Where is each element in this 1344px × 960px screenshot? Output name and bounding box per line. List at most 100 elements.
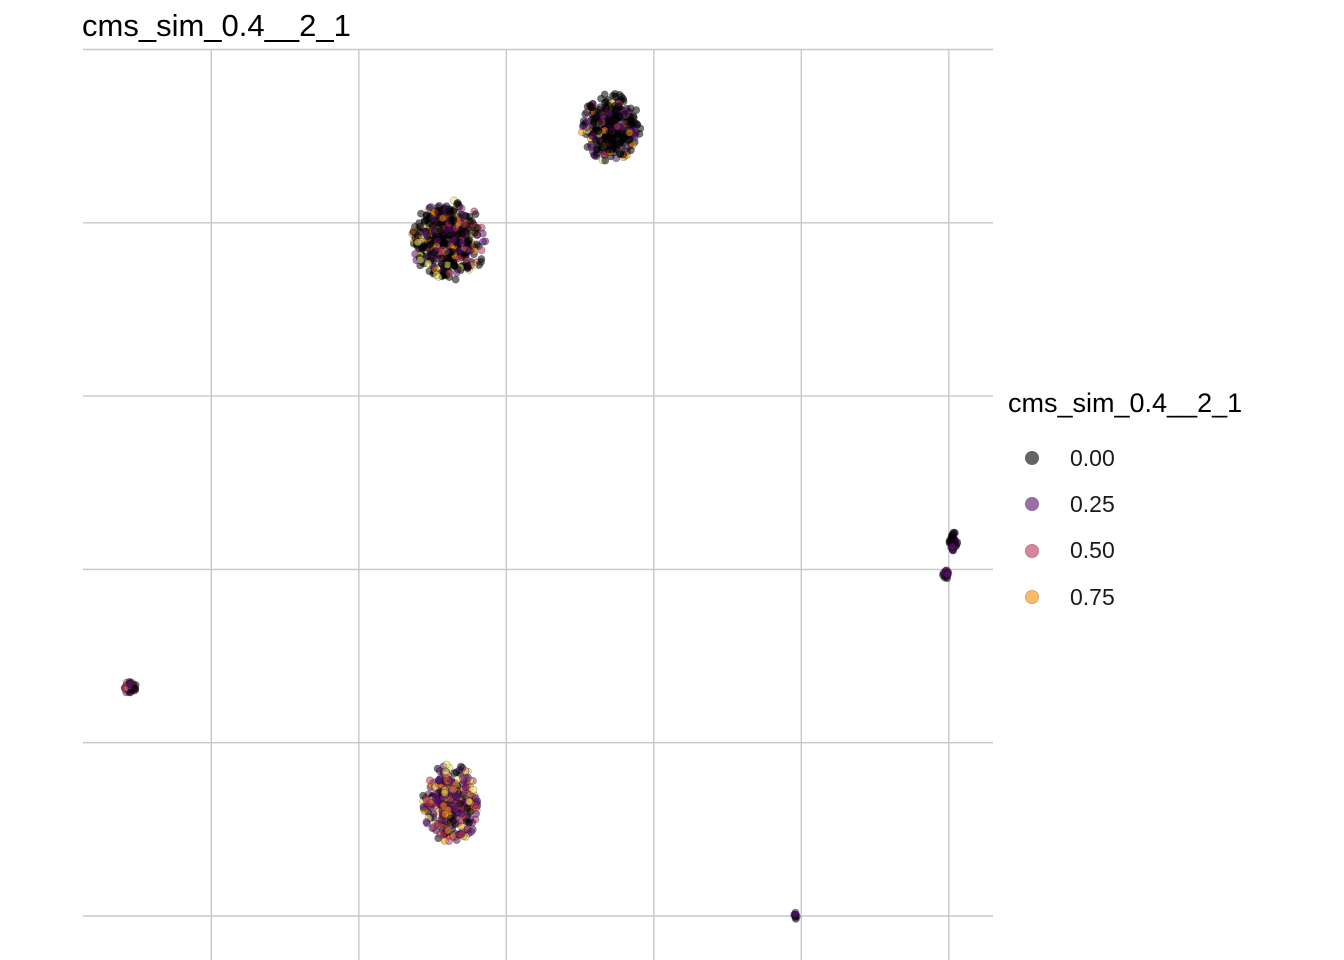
data-point bbox=[444, 826, 453, 835]
data-point bbox=[126, 688, 135, 697]
data-point bbox=[626, 115, 634, 124]
legend-label: 0.00 bbox=[1070, 444, 1115, 471]
data-point bbox=[581, 110, 590, 118]
data-point bbox=[457, 830, 466, 839]
data-point bbox=[424, 259, 433, 268]
data-point bbox=[431, 794, 440, 803]
data-point bbox=[608, 117, 616, 126]
data-point bbox=[125, 680, 134, 688]
data-point bbox=[460, 220, 469, 229]
data-point bbox=[470, 228, 479, 237]
data-point bbox=[463, 264, 472, 273]
legend-key-2 bbox=[1025, 543, 1039, 558]
data-point bbox=[471, 794, 480, 802]
data-point bbox=[619, 150, 628, 159]
data-point bbox=[608, 135, 617, 144]
data-point bbox=[479, 237, 487, 246]
legend-items: 0.00 0.25 0.50 0.75 bbox=[1008, 435, 1242, 620]
data-point bbox=[597, 94, 605, 103]
legend-key-1 bbox=[1025, 497, 1039, 512]
data-point bbox=[608, 145, 616, 154]
data-point bbox=[632, 106, 641, 114]
data-point bbox=[472, 803, 481, 812]
data-point bbox=[433, 236, 442, 245]
data-point bbox=[605, 109, 614, 118]
points-layer bbox=[120, 90, 962, 923]
data-point bbox=[465, 236, 473, 245]
data-point bbox=[445, 269, 454, 278]
legend-item: 0.00 bbox=[1008, 435, 1242, 481]
data-point bbox=[625, 135, 634, 144]
data-point bbox=[455, 246, 464, 255]
data-point bbox=[469, 785, 478, 794]
data-point bbox=[627, 146, 635, 155]
data-point bbox=[440, 788, 449, 797]
data-point bbox=[419, 802, 428, 811]
data-point bbox=[437, 247, 446, 256]
legend-key-3 bbox=[1025, 590, 1039, 605]
data-point bbox=[451, 275, 460, 284]
legend-item: 0.75 bbox=[1008, 574, 1242, 620]
data-point bbox=[425, 236, 434, 245]
data-point bbox=[456, 762, 465, 771]
data-point bbox=[448, 785, 456, 794]
legend-label: 0.50 bbox=[1070, 537, 1115, 564]
data-point bbox=[442, 760, 451, 769]
data-point bbox=[465, 246, 474, 255]
data-point bbox=[131, 684, 140, 693]
data-point bbox=[477, 246, 486, 255]
data-point bbox=[615, 112, 624, 121]
data-point bbox=[461, 783, 470, 792]
data-point bbox=[450, 235, 458, 244]
legend-item: 0.25 bbox=[1008, 481, 1242, 527]
data-point bbox=[467, 828, 476, 836]
data-point bbox=[596, 103, 605, 111]
data-point bbox=[438, 214, 447, 223]
data-point bbox=[592, 145, 601, 154]
legend: cms_sim_0.4__2_1 0.00 0.25 0.50 0.75 bbox=[1008, 388, 1242, 620]
data-point bbox=[477, 255, 486, 263]
data-point bbox=[433, 224, 442, 233]
data-point bbox=[422, 215, 431, 224]
data-point bbox=[594, 127, 603, 136]
data-point bbox=[943, 570, 952, 579]
data-point bbox=[432, 270, 441, 279]
data-point bbox=[445, 207, 454, 216]
data-point bbox=[589, 131, 597, 140]
data-point bbox=[419, 243, 427, 251]
data-point bbox=[467, 217, 476, 225]
data-point bbox=[429, 810, 438, 818]
grid-layer bbox=[83, 48, 993, 960]
data-point bbox=[448, 832, 457, 841]
data-point bbox=[434, 821, 443, 830]
data-point bbox=[453, 198, 462, 207]
data-point bbox=[439, 801, 448, 810]
data-point bbox=[420, 229, 429, 238]
legend-label: 0.25 bbox=[1070, 490, 1115, 517]
data-point bbox=[435, 776, 443, 784]
data-point bbox=[416, 256, 425, 264]
chart-title: cms_sim_0.4__2_1 bbox=[82, 8, 351, 43]
data-point bbox=[617, 138, 625, 146]
data-point bbox=[434, 208, 443, 216]
data-point bbox=[457, 809, 466, 818]
data-point bbox=[948, 542, 956, 551]
data-point bbox=[442, 774, 450, 782]
data-point bbox=[594, 117, 603, 126]
data-point bbox=[413, 238, 422, 247]
data-point bbox=[440, 837, 449, 845]
data-point bbox=[444, 254, 452, 263]
data-point bbox=[422, 818, 431, 826]
data-point bbox=[455, 254, 464, 263]
data-point bbox=[586, 101, 594, 110]
legend-label: 0.75 bbox=[1070, 583, 1115, 610]
data-point bbox=[459, 211, 468, 219]
legend-key-0 bbox=[1025, 451, 1039, 466]
data-point bbox=[450, 769, 458, 777]
data-point bbox=[449, 261, 458, 269]
data-point bbox=[613, 122, 621, 131]
data-point bbox=[458, 239, 466, 247]
data-point bbox=[452, 268, 461, 277]
data-point bbox=[437, 260, 446, 268]
